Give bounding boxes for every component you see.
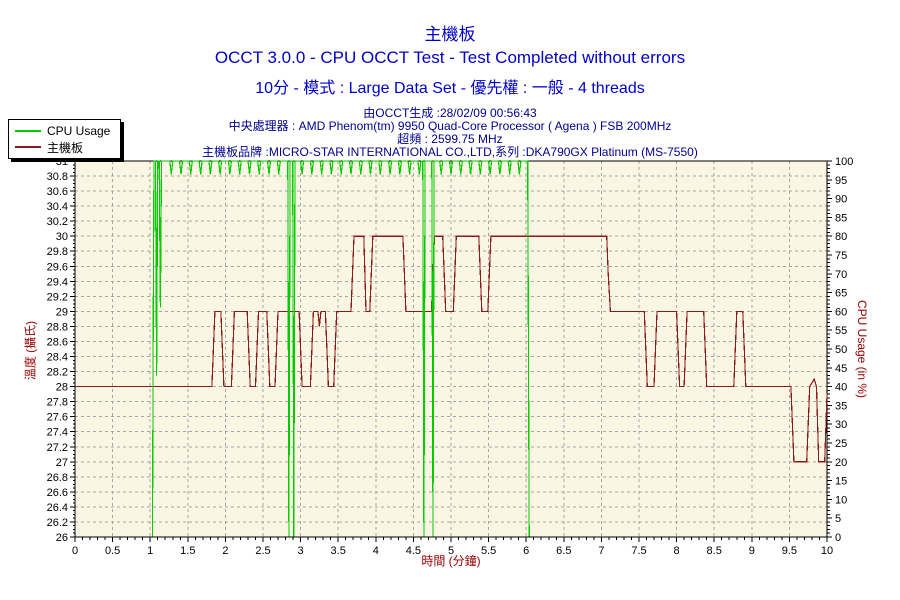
x-tick-label: 5 xyxy=(448,545,454,557)
x-tick-label: 8.5 xyxy=(707,545,722,557)
y-left-tick-label: 28.2 xyxy=(47,367,68,379)
x-tick-label: 4.5 xyxy=(406,545,421,557)
y-left-tick-label: 30.6 xyxy=(47,186,68,198)
legend-label-cpu-usage: CPU Usage xyxy=(47,124,111,138)
y-right-tick-label: 35 xyxy=(835,400,847,412)
x-tick-label: 9 xyxy=(749,545,755,557)
cpu-info: 中央處理器 : AMD Phenom(tm) 9950 Quad-Core Pr… xyxy=(228,119,672,133)
y-left-tick-label: 30.8 xyxy=(47,171,68,183)
y-left-tick-label: 27.4 xyxy=(47,427,68,439)
x-tick-label: 4 xyxy=(373,545,379,557)
x-tick-label: 2 xyxy=(222,545,228,557)
y-left-tick-label: 27.2 xyxy=(47,442,68,454)
y-right-tick-label: 75 xyxy=(835,250,847,262)
y-left-tick-label: 28.8 xyxy=(47,321,68,333)
y-right-tick-label: 65 xyxy=(835,288,847,300)
y-left-tick-label: 28.4 xyxy=(47,352,68,364)
x-tick-label: 7.5 xyxy=(631,545,646,557)
y-left-tick-label: 27 xyxy=(56,457,68,469)
y-right-tick-label: 100 xyxy=(835,156,853,168)
y-left-tick-label: 26.8 xyxy=(47,472,68,484)
legend-item-motherboard: 主機板 xyxy=(15,139,110,155)
motherboard-info: 主機板品牌 :MICRO-STAR INTERNATIONAL CO.,LTD,… xyxy=(202,145,698,159)
frequency-info: 超頻 : 2599.75 MHz xyxy=(397,132,503,146)
y-left-tick-label: 30.2 xyxy=(47,216,68,228)
x-tick-label: 6 xyxy=(523,545,529,557)
x-axis-label: 時間 (分鐘) xyxy=(421,554,481,568)
y-right-tick-label: 50 xyxy=(835,344,847,356)
y-right-tick-label: 15 xyxy=(835,476,847,488)
chart-title: 主機板 xyxy=(424,25,476,44)
y-left-tick-label: 26.2 xyxy=(47,517,68,529)
y-left-tick-label: 26.6 xyxy=(47,487,68,499)
y-right-tick-label: 20 xyxy=(835,457,847,469)
x-tick-label: 1.5 xyxy=(180,545,195,557)
x-tick-label: 0 xyxy=(72,545,78,557)
y-left-tick-label: 28.6 xyxy=(47,336,68,348)
test-result-title: OCCT 3.0.0 - CPU OCCT Test - Test Comple… xyxy=(214,48,686,67)
y-left-tick-label: 29.2 xyxy=(47,291,68,303)
motherboard-line-swatch xyxy=(15,146,41,148)
test-config-title: 10分 - 模式 : Large Data Set - 優先權 : 一般 - 4… xyxy=(255,80,645,97)
x-tick-label: 10 xyxy=(821,545,833,557)
y-left-tick-label: 26 xyxy=(56,532,68,544)
cpu-usage-series-line xyxy=(75,160,827,538)
y-left-tick-label: 27.8 xyxy=(47,397,68,409)
y-right-tick-label: 55 xyxy=(835,325,847,337)
y-right-tick-label: 85 xyxy=(835,212,847,224)
temperature-series-line xyxy=(75,235,828,463)
y-right-tick-label: 40 xyxy=(835,382,847,394)
y-right-tick-label: 10 xyxy=(835,494,847,506)
y-right-tick-label: 45 xyxy=(835,363,847,375)
x-tick-label: 1 xyxy=(147,545,153,557)
x-tick-label: 8 xyxy=(674,545,680,557)
y-axis-label-right: CPU Usage (in %) xyxy=(855,299,869,399)
y-left-tick-label: 27.6 xyxy=(47,412,68,424)
y-left-tick-label: 31 xyxy=(56,156,68,168)
y-left-tick-label: 28 xyxy=(56,382,68,394)
x-tick-label: 6.5 xyxy=(556,545,571,557)
legend-label-motherboard: 主機板 xyxy=(47,140,84,155)
y-left-tick-label: 29.4 xyxy=(47,276,68,288)
y-right-tick-label: 0 xyxy=(835,532,841,544)
y-left-tick-label: 30 xyxy=(56,231,68,243)
y-left-tick-label: 26.4 xyxy=(47,502,68,514)
y-right-tick-label: 90 xyxy=(835,194,847,206)
y-right-tick-label: 5 xyxy=(835,513,841,525)
legend: CPU Usage 主機板 xyxy=(8,119,122,159)
legend-item-cpu-usage: CPU Usage xyxy=(15,123,110,139)
y-left-tick-label: 29.6 xyxy=(47,261,68,273)
x-tick-label: 0.5 xyxy=(105,545,120,557)
y-left-tick-label: 29 xyxy=(56,306,68,318)
y-right-tick-label: 30 xyxy=(835,419,847,431)
x-tick-label: 5.5 xyxy=(481,545,496,557)
y-left-tick-label: 30.4 xyxy=(47,201,68,213)
x-tick-label: 9.5 xyxy=(782,545,797,557)
x-tick-label: 3.5 xyxy=(331,545,346,557)
generated-timestamp: 由OCCT生成 :28/02/09 00:56:43 xyxy=(363,106,537,120)
y-right-tick-label: 60 xyxy=(835,306,847,318)
y-right-tick-label: 70 xyxy=(835,269,847,281)
x-tick-label: 7 xyxy=(598,545,604,557)
x-tick-label: 2.5 xyxy=(255,545,270,557)
y-left-tick-label: 29.8 xyxy=(47,246,68,258)
y-right-tick-label: 25 xyxy=(835,438,847,450)
y-axis-label-left: 溫度 (攝氏) xyxy=(23,320,38,381)
y-right-tick-label: 80 xyxy=(835,231,847,243)
cpu-usage-line-swatch xyxy=(15,130,41,132)
y-right-tick-label: 95 xyxy=(835,175,847,187)
x-tick-label: 3 xyxy=(298,545,304,557)
